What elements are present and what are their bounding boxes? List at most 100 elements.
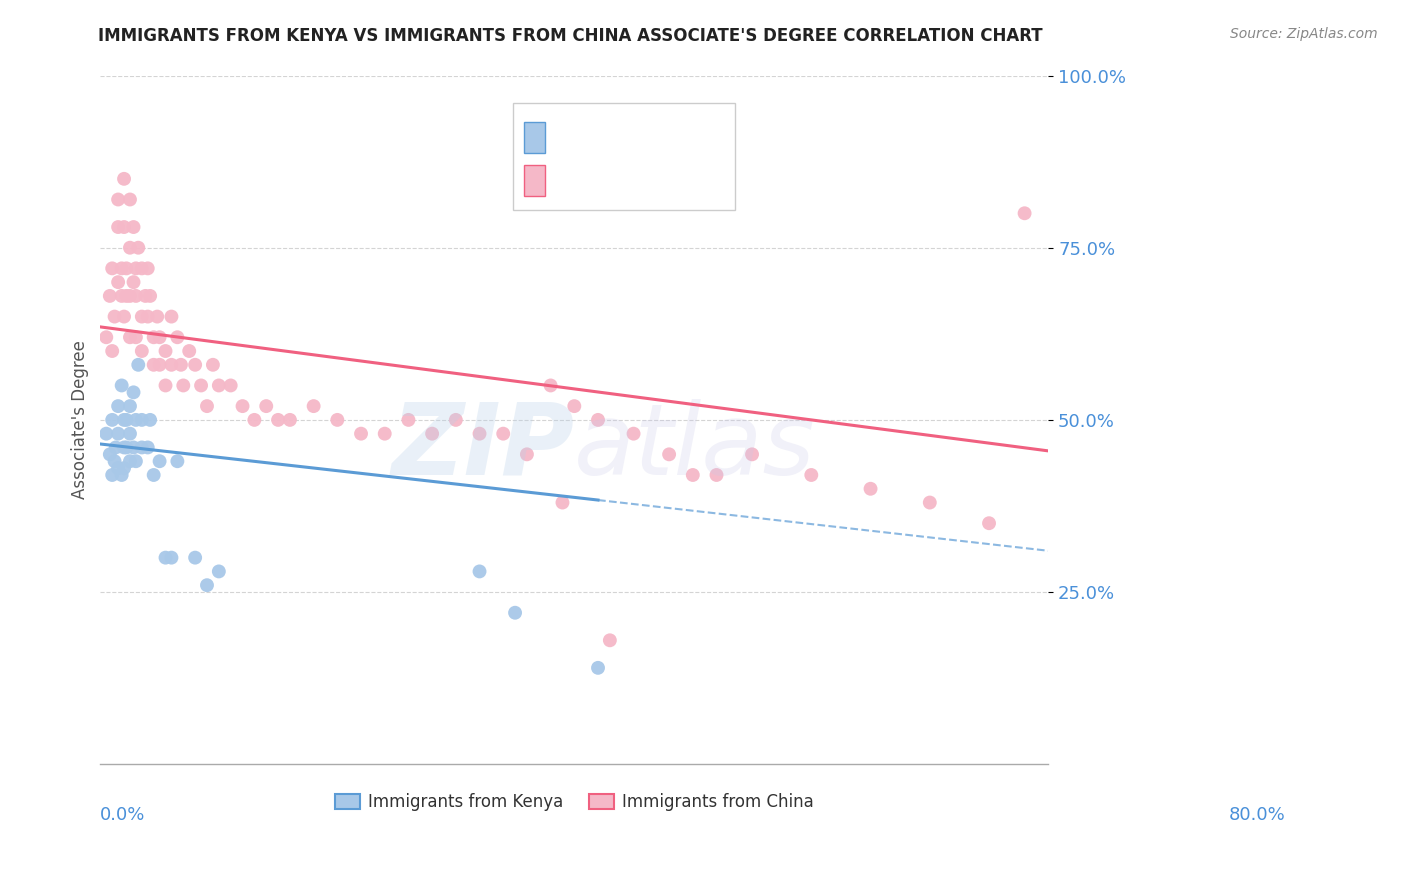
Text: R =: R = — [554, 172, 591, 190]
Point — [107, 193, 129, 207]
Point — [155, 550, 177, 565]
Point — [859, 482, 882, 496]
Point — [160, 358, 183, 372]
Text: N =: N = — [644, 129, 692, 147]
Point — [101, 413, 124, 427]
Point — [112, 461, 135, 475]
Point — [118, 193, 141, 207]
Point — [122, 220, 145, 235]
Point — [682, 468, 704, 483]
Point — [107, 275, 129, 289]
Point — [149, 454, 172, 468]
Point — [142, 358, 165, 372]
Legend: Immigrants from Kenya, Immigrants from China: Immigrants from Kenya, Immigrants from C… — [329, 787, 820, 818]
Point — [127, 241, 149, 255]
Point — [468, 426, 491, 441]
Text: 80.0%: 80.0% — [1229, 805, 1285, 823]
Point — [516, 447, 538, 461]
Text: atlas: atlas — [574, 399, 815, 496]
Point — [492, 426, 515, 441]
Point — [122, 275, 145, 289]
Text: Source: ZipAtlas.com: Source: ZipAtlas.com — [1230, 27, 1378, 41]
Point — [136, 310, 159, 324]
Point — [146, 310, 169, 324]
Point — [142, 468, 165, 483]
Point — [131, 310, 153, 324]
Point — [101, 344, 124, 359]
Bar — [524, 122, 546, 153]
Point — [107, 461, 129, 475]
Point — [232, 399, 254, 413]
Text: ZIP: ZIP — [391, 399, 574, 496]
Point — [112, 171, 135, 186]
Point — [149, 358, 172, 372]
Point — [125, 413, 148, 427]
Point — [125, 261, 148, 276]
Point — [350, 426, 373, 441]
Point — [122, 441, 145, 455]
Point — [396, 413, 419, 427]
Point — [599, 633, 621, 648]
Point — [118, 241, 141, 255]
Point — [118, 399, 141, 413]
Point — [444, 413, 467, 427]
Point — [420, 426, 443, 441]
Point — [302, 399, 325, 413]
Bar — [524, 165, 546, 196]
Point — [278, 413, 301, 427]
Point — [586, 413, 609, 427]
Point — [111, 468, 134, 483]
Point — [101, 261, 124, 276]
Point — [800, 468, 823, 483]
Point — [111, 378, 134, 392]
Point — [219, 378, 242, 392]
Text: 0.0%: 0.0% — [100, 805, 146, 823]
Point — [1014, 206, 1036, 220]
Point — [131, 261, 153, 276]
Point — [201, 358, 224, 372]
Point — [103, 454, 125, 468]
Text: N =: N = — [644, 172, 692, 190]
Point — [706, 468, 728, 483]
Point — [267, 413, 290, 427]
Point — [104, 441, 127, 455]
Point — [125, 454, 148, 468]
Point — [623, 426, 645, 441]
Point — [125, 289, 148, 303]
Point — [122, 385, 145, 400]
Point — [103, 310, 125, 324]
Point — [155, 344, 177, 359]
Y-axis label: Associate's Degree: Associate's Degree — [72, 341, 89, 500]
Point — [112, 441, 135, 455]
Point — [184, 550, 207, 565]
Point — [326, 413, 349, 427]
Point — [977, 516, 1000, 531]
Point — [184, 358, 207, 372]
Point — [208, 378, 231, 392]
Point — [98, 447, 121, 461]
Point — [118, 426, 141, 441]
Text: 81: 81 — [688, 172, 710, 190]
Point — [179, 344, 201, 359]
Point — [149, 330, 172, 344]
Point — [254, 399, 277, 413]
Point — [562, 399, 585, 413]
Point — [107, 399, 129, 413]
Point — [586, 661, 609, 675]
Point — [112, 413, 135, 427]
Text: 39: 39 — [688, 129, 710, 147]
Point — [115, 261, 138, 276]
Text: -0.158: -0.158 — [591, 129, 650, 147]
Point — [115, 413, 138, 427]
Bar — [513, 103, 735, 210]
Point — [741, 447, 763, 461]
Point — [160, 550, 183, 565]
Point — [131, 413, 153, 427]
Point — [107, 220, 129, 235]
Point — [195, 399, 218, 413]
Point — [134, 289, 156, 303]
Point — [111, 261, 134, 276]
Point — [155, 378, 177, 392]
Point — [540, 378, 562, 392]
Point — [112, 310, 135, 324]
